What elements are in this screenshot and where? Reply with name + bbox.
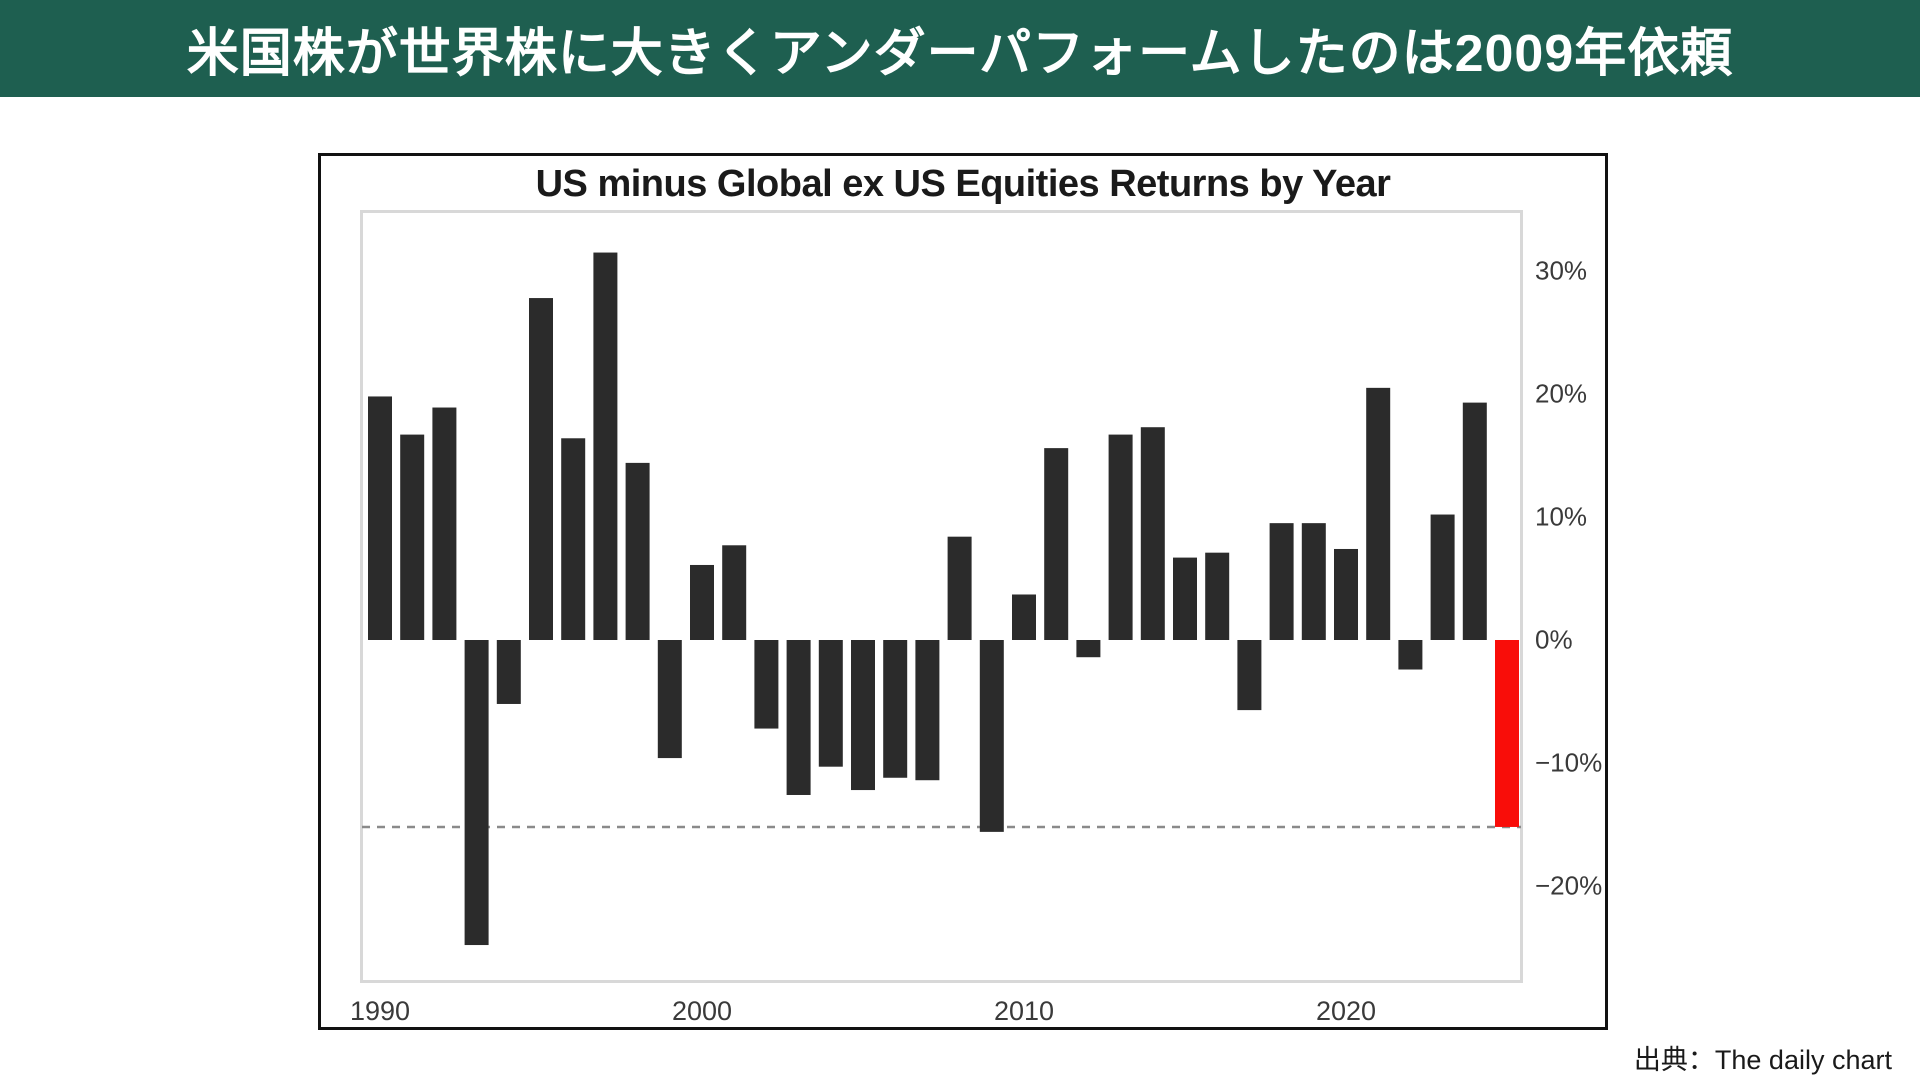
bar-2013 <box>1108 434 1133 640</box>
y-axis-tick-label: −20% <box>1535 870 1603 901</box>
source-note: 出典：The daily chart <box>1633 1045 1892 1075</box>
banner-title: 米国株が世界株に大きくアンダーパフォームしたのは2009年依頼 <box>186 25 1734 83</box>
bar-2005 <box>851 640 875 791</box>
bar-2003 <box>786 640 811 795</box>
bar-2021 <box>1366 387 1391 640</box>
bar-1995 <box>529 298 553 640</box>
y-axis-tick-label: 10% <box>1535 501 1588 532</box>
bar-2022 <box>1398 640 1423 670</box>
bar-2020 <box>1334 548 1358 640</box>
bar-2012 <box>1076 640 1101 658</box>
bar-1993 <box>464 640 489 946</box>
bar-1994 <box>496 640 521 704</box>
bar-2011 <box>1044 448 1069 640</box>
bar-2001 <box>722 545 747 640</box>
y-axis-tick-label: 0% <box>1535 624 1573 655</box>
bar-2010 <box>1012 594 1036 640</box>
x-axis-tick-label: 2000 <box>671 996 733 1026</box>
bar-2004 <box>818 640 843 767</box>
plot-area <box>360 210 1523 983</box>
bar-2007 <box>915 640 940 781</box>
bar-2019 <box>1301 523 1326 640</box>
bar-2000 <box>690 564 714 640</box>
bar-2024 <box>1462 402 1487 640</box>
bar-2014 <box>1140 427 1165 640</box>
chart-figure: US minus Global ex US Equities Returns b… <box>318 153 1608 1030</box>
bar-2009 <box>979 640 1004 832</box>
bar-2018 <box>1269 523 1294 640</box>
bar-1997 <box>593 252 618 641</box>
bar-1992 <box>432 407 457 640</box>
bar-1996 <box>561 438 586 640</box>
bar-2023 <box>1430 514 1455 640</box>
chart-title: US minus Global ex US Equities Returns b… <box>535 163 1391 205</box>
x-axis-tick-label: 2010 <box>993 996 1055 1026</box>
x-axis-tick-label: 2020 <box>1315 996 1377 1026</box>
bar-2006 <box>883 640 908 778</box>
bar-2016 <box>1205 552 1230 640</box>
bar-1990 <box>368 396 392 640</box>
x-axis-tick-label: 1990 <box>349 996 411 1026</box>
bar-2025 <box>1495 640 1519 827</box>
banner: 米国株が世界株に大きくアンダーパフォームしたのは2009年依頼 <box>0 0 1920 97</box>
y-axis-tick-label: −10% <box>1535 747 1603 778</box>
bar-2015 <box>1173 557 1197 640</box>
bar-2017 <box>1237 640 1262 711</box>
bar-2008 <box>947 536 972 640</box>
bar-1991 <box>400 434 425 640</box>
y-axis-tick-label: 20% <box>1535 378 1588 409</box>
bar-2002 <box>754 640 779 729</box>
y-axis-tick-label: 30% <box>1535 255 1588 286</box>
bar-1998 <box>625 462 650 640</box>
plot-frame <box>360 210 1523 983</box>
bar-1999 <box>657 640 682 759</box>
